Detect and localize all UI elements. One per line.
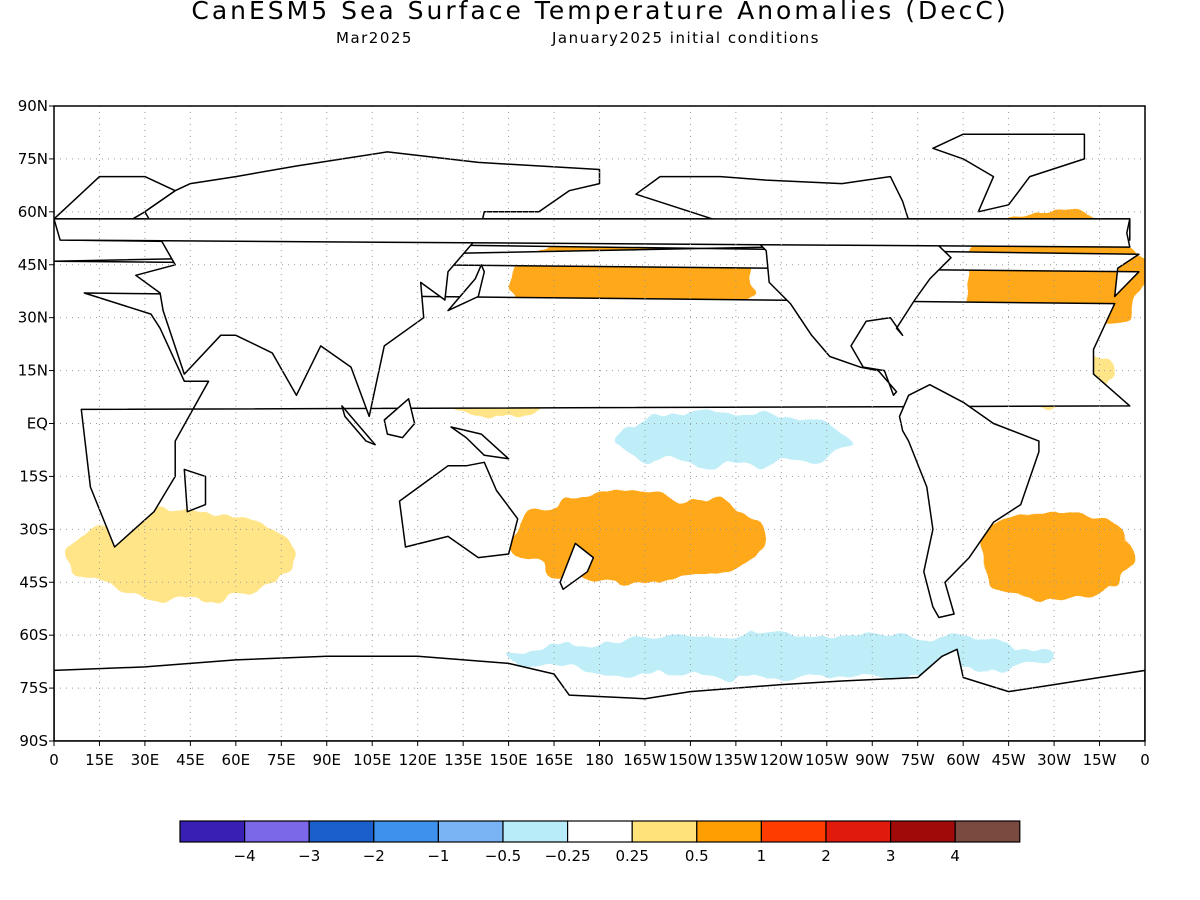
latitude-labels: 90N 75N 60N 45N 30N 15N EQ 15S 30S 45S 60S 75S 90S: [18, 97, 54, 750]
lon-tick-label: 105W: [805, 751, 849, 769]
landmass-sumatra: [341, 405, 376, 446]
lon-tick-label: 120W: [760, 751, 804, 769]
legend-swatch: [825, 820, 892, 843]
landmass-japan: [447, 264, 486, 312]
legend-swatch: [244, 820, 310, 843]
init-conditions: January2025 initial conditions: [552, 29, 820, 47]
anomaly-region-warm-south-atlantic: [978, 511, 1130, 600]
legend-swatch: [954, 820, 1021, 843]
legend-label: −1: [427, 847, 449, 865]
lat-tick-label: 90N: [18, 97, 48, 115]
lon-tick-label: 90W: [855, 751, 889, 769]
lon-tick-label: 60E: [222, 751, 251, 769]
legend-label: 2: [821, 847, 831, 865]
lon-tick-label: 105E: [353, 751, 391, 769]
landmass-borneo: [383, 398, 416, 439]
legend-label: 0.5: [685, 847, 709, 865]
anomaly-region-warm-south-indian: [69, 511, 297, 600]
lat-tick-label: 45S: [19, 573, 48, 591]
landmass-south-america: [898, 383, 1040, 619]
lat-tick-label: 30S: [19, 520, 48, 538]
legend-swatch: [566, 820, 633, 843]
lon-tick-label: 150W: [669, 751, 713, 769]
lon-tick-label: 135E: [444, 751, 482, 769]
legend-swatch: [437, 820, 504, 843]
lon-tick-label: 15W: [1083, 751, 1117, 769]
lon-tick-label: 180: [585, 751, 614, 769]
lat-tick-label: 15S: [19, 467, 48, 485]
anomaly-region-warm-south-pacific: [508, 494, 767, 583]
legend-label: −0.5: [485, 847, 521, 865]
map-title: CanESM5 Sea Surface Temperature Anomalie…: [191, 0, 1009, 25]
longitude-labels: 0 15E 30E 45E 60E 75E 90E 105E 120E 135E 150E 165E 1…: [49, 741, 1150, 769]
lon-tick-label: 120E: [399, 751, 437, 769]
legend-label: −3: [298, 847, 320, 865]
lat-tick-label: 60N: [18, 203, 48, 221]
lon-tick-label: 45E: [176, 751, 205, 769]
lon-tick-label: 60W: [946, 751, 980, 769]
legend-label: 4: [950, 847, 960, 865]
lat-tick-label: 15N: [18, 362, 48, 380]
lon-tick-label: 30W: [1037, 751, 1071, 769]
lon-tick-label: 75W: [901, 751, 935, 769]
landmass-new-zealand: [559, 542, 595, 591]
lat-tick-label: 45N: [18, 256, 48, 274]
landmass-asia: [135, 151, 601, 418]
landmass-australia: [398, 461, 519, 559]
legend-label: 0.25: [615, 847, 648, 865]
anomaly-region-cool-equatorial-pacific: [614, 412, 858, 466]
lat-tick-label: EQ: [27, 415, 48, 433]
legend-swatch: [760, 820, 827, 843]
lon-tick-label: 45W: [992, 751, 1026, 769]
lon-tick-label: 30E: [131, 751, 160, 769]
landmass-uk: [54, 218, 1131, 248]
lon-tick-label: 135W: [714, 751, 758, 769]
legend-swatch: [889, 820, 956, 843]
lon-tick-label: 0: [1140, 751, 1150, 769]
legend-swatch: [631, 820, 698, 843]
legend-swatch: [696, 820, 762, 843]
legend-label: 3: [886, 847, 896, 865]
forecast-month: Mar2025: [336, 29, 413, 47]
lat-tick-label: 90S: [19, 732, 48, 750]
legend-label: −0.25: [545, 847, 591, 865]
lon-tick-label: 15E: [85, 751, 114, 769]
landmass-madagascar: [183, 468, 207, 513]
lon-tick-label: 165E: [535, 751, 573, 769]
legend-label: −4: [234, 847, 256, 865]
anomaly-region-cool-southern-ocean: [508, 635, 1055, 678]
lat-tick-label: 60S: [19, 626, 48, 644]
lat-tick-label: 75N: [18, 150, 48, 168]
legend-swatch: [373, 820, 439, 843]
lon-tick-label: 0: [49, 751, 59, 769]
lat-tick-label: 30N: [18, 309, 48, 327]
legend-swatch: [308, 820, 375, 843]
legend-swatch: [179, 820, 246, 843]
lon-tick-label: 75E: [267, 751, 296, 769]
lon-tick-label: 165W: [623, 751, 667, 769]
lat-tick-label: 75S: [19, 679, 48, 697]
lon-tick-label: 90E: [312, 751, 341, 769]
legend-swatch: [502, 820, 569, 843]
legend-label: −2: [363, 847, 385, 865]
color-legend: −4 −3 −2 −1 −0.5 −0.25 0.25 0.5 1 2 3 4: [179, 820, 1021, 865]
legend-label: 1: [757, 847, 767, 865]
landmass-new-guinea: [450, 426, 510, 460]
lon-tick-label: 150E: [490, 751, 528, 769]
